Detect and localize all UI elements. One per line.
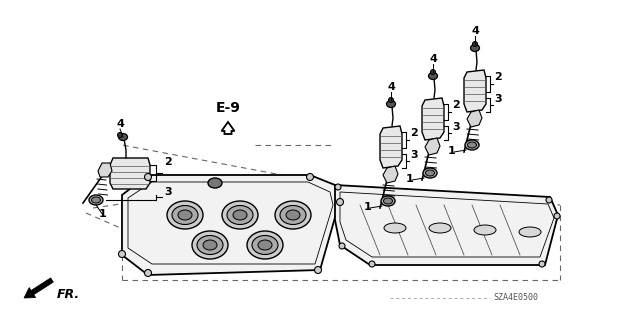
Text: 3: 3 (494, 94, 502, 104)
Ellipse shape (307, 174, 314, 181)
Text: FR.: FR. (57, 288, 80, 301)
Ellipse shape (258, 240, 272, 250)
Text: 1: 1 (448, 146, 456, 156)
Ellipse shape (118, 132, 122, 137)
Ellipse shape (429, 72, 438, 79)
Polygon shape (464, 70, 486, 112)
Text: 4: 4 (116, 119, 124, 129)
Ellipse shape (118, 133, 127, 140)
Ellipse shape (192, 231, 228, 259)
Ellipse shape (172, 205, 198, 225)
Text: 1: 1 (99, 209, 107, 219)
Text: 2: 2 (410, 128, 418, 138)
Polygon shape (425, 138, 440, 155)
Ellipse shape (387, 100, 396, 108)
Ellipse shape (429, 223, 451, 233)
Ellipse shape (337, 198, 344, 205)
FancyArrow shape (24, 278, 53, 298)
Polygon shape (335, 185, 558, 265)
Ellipse shape (118, 250, 125, 257)
Ellipse shape (178, 210, 192, 220)
Ellipse shape (423, 168, 437, 178)
Ellipse shape (280, 205, 306, 225)
Ellipse shape (197, 235, 223, 255)
Text: 2: 2 (164, 157, 172, 167)
Text: 3: 3 (164, 187, 172, 197)
Ellipse shape (546, 197, 552, 203)
Text: 3: 3 (410, 150, 418, 160)
Ellipse shape (335, 184, 341, 190)
Ellipse shape (388, 98, 394, 102)
Text: 4: 4 (387, 82, 395, 92)
Polygon shape (98, 163, 112, 177)
Text: 2: 2 (494, 72, 502, 82)
Ellipse shape (554, 213, 560, 219)
Ellipse shape (339, 243, 345, 249)
Ellipse shape (369, 261, 375, 267)
Ellipse shape (519, 227, 541, 237)
Polygon shape (110, 158, 150, 189)
Polygon shape (380, 126, 402, 168)
Ellipse shape (89, 195, 103, 205)
Ellipse shape (381, 196, 395, 206)
Polygon shape (422, 98, 444, 140)
Ellipse shape (426, 170, 435, 176)
Ellipse shape (145, 270, 152, 277)
Ellipse shape (92, 197, 100, 203)
Ellipse shape (384, 223, 406, 233)
Text: 4: 4 (471, 26, 479, 36)
Ellipse shape (474, 225, 496, 235)
Text: 3: 3 (452, 122, 460, 132)
Polygon shape (383, 166, 398, 183)
Ellipse shape (431, 70, 435, 75)
Ellipse shape (203, 240, 217, 250)
Ellipse shape (467, 142, 477, 148)
Text: E-9: E-9 (216, 101, 241, 115)
Text: SZA4E0500: SZA4E0500 (493, 293, 538, 302)
Polygon shape (467, 110, 482, 127)
Ellipse shape (252, 235, 278, 255)
Text: 2: 2 (452, 100, 460, 110)
Polygon shape (122, 175, 340, 275)
Ellipse shape (472, 41, 477, 47)
Ellipse shape (145, 174, 152, 181)
Ellipse shape (286, 210, 300, 220)
Ellipse shape (314, 266, 321, 273)
Ellipse shape (465, 140, 479, 150)
Ellipse shape (383, 198, 392, 204)
Ellipse shape (208, 178, 222, 188)
Ellipse shape (275, 201, 311, 229)
FancyArrow shape (221, 122, 234, 134)
Ellipse shape (167, 201, 203, 229)
Ellipse shape (222, 201, 258, 229)
Text: 1: 1 (364, 202, 372, 212)
Ellipse shape (233, 210, 247, 220)
Text: 4: 4 (429, 54, 437, 64)
Ellipse shape (247, 231, 283, 259)
Text: 1: 1 (406, 174, 414, 184)
Ellipse shape (539, 261, 545, 267)
Ellipse shape (470, 44, 479, 51)
Ellipse shape (227, 205, 253, 225)
